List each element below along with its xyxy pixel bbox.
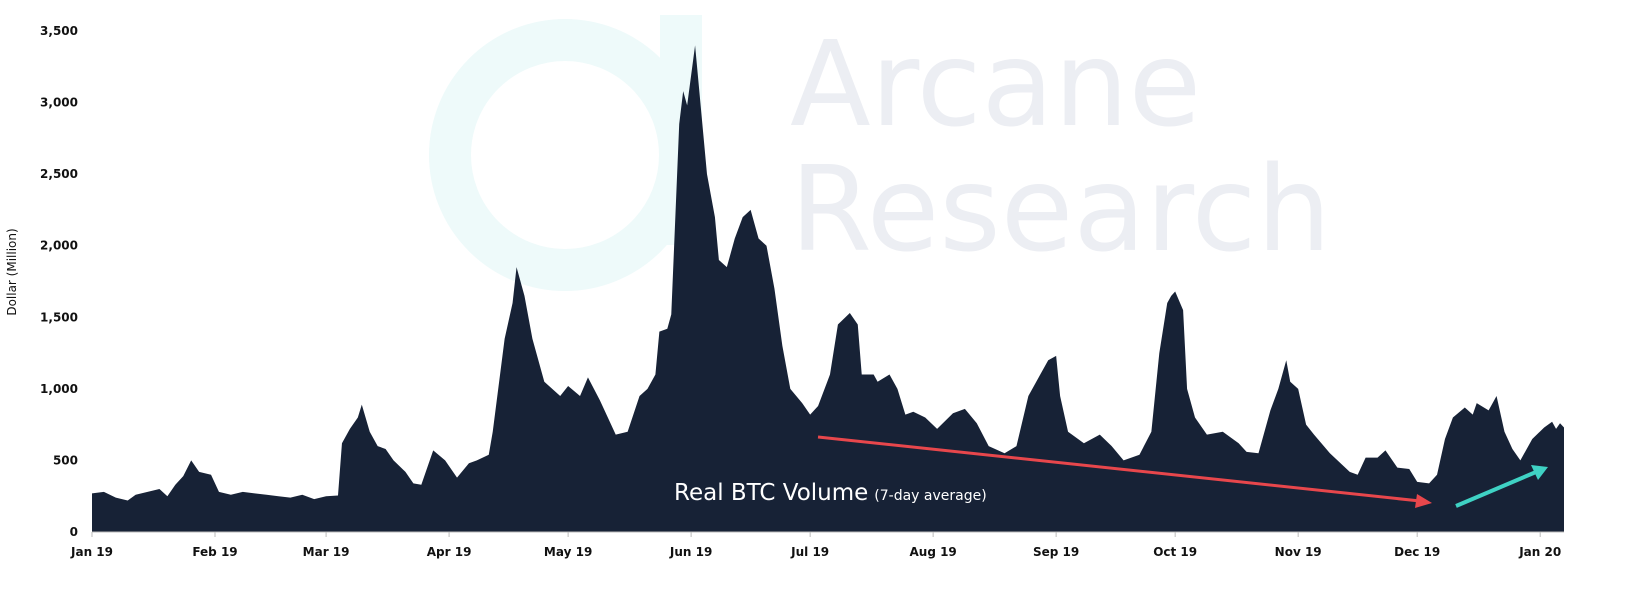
plot: Jan 19 Feb 19 Mar 19 Apr 19 May 19 Jun 19 Jul …	[40, 24, 1564, 559]
x-tick-label: Sep 19	[1033, 545, 1079, 559]
arrow-head	[1415, 494, 1432, 508]
x-tick-label: Jul 19	[790, 545, 829, 559]
annotation: Real BTC Volume (7-day average)	[674, 480, 987, 506]
x-tick-label: Nov 19	[1275, 545, 1322, 559]
y-axis-label: Dollar (Million)	[5, 228, 19, 315]
arrow-head	[1531, 465, 1548, 480]
x-tick-label: Dec 19	[1394, 545, 1440, 559]
x-tick-label: Mar 19	[303, 545, 350, 559]
watermark-logo	[429, 15, 702, 291]
y-tick-label: 1,000	[40, 382, 78, 396]
trend-arrow	[1455, 470, 1537, 508]
watermark-line: Arcane	[790, 15, 1201, 153]
x-tick-label: Aug 19	[909, 545, 956, 559]
x-tick-label: Jan 19	[70, 545, 113, 559]
y-tick-label: 0	[70, 525, 78, 539]
x-tick-label: Oct 19	[1153, 545, 1197, 559]
watermark-line: Research	[790, 140, 1331, 278]
y-tick-label: 1,500	[40, 310, 78, 324]
y-tick-label: 3,500	[40, 24, 78, 38]
y-tick-label: 500	[53, 453, 78, 467]
x-tick-label: Jan 20	[1518, 545, 1561, 559]
annotation-title: Real BTC Volume	[674, 480, 868, 506]
x-tick-label: Jun 19	[669, 545, 712, 559]
logo-ring	[429, 19, 701, 291]
trend-arrow	[817, 435, 1421, 503]
x-tick-label: Apr 19	[427, 545, 472, 559]
y-tick-label: 2,000	[40, 239, 78, 253]
y-tick-label: 2,500	[40, 167, 78, 181]
annotation-note: (7-day average)	[874, 488, 986, 504]
area	[92, 45, 1564, 533]
x-tick-label: Feb 19	[192, 545, 237, 559]
y-tick-label: 3,000	[40, 96, 78, 110]
x-tick-label: May 19	[544, 545, 592, 559]
